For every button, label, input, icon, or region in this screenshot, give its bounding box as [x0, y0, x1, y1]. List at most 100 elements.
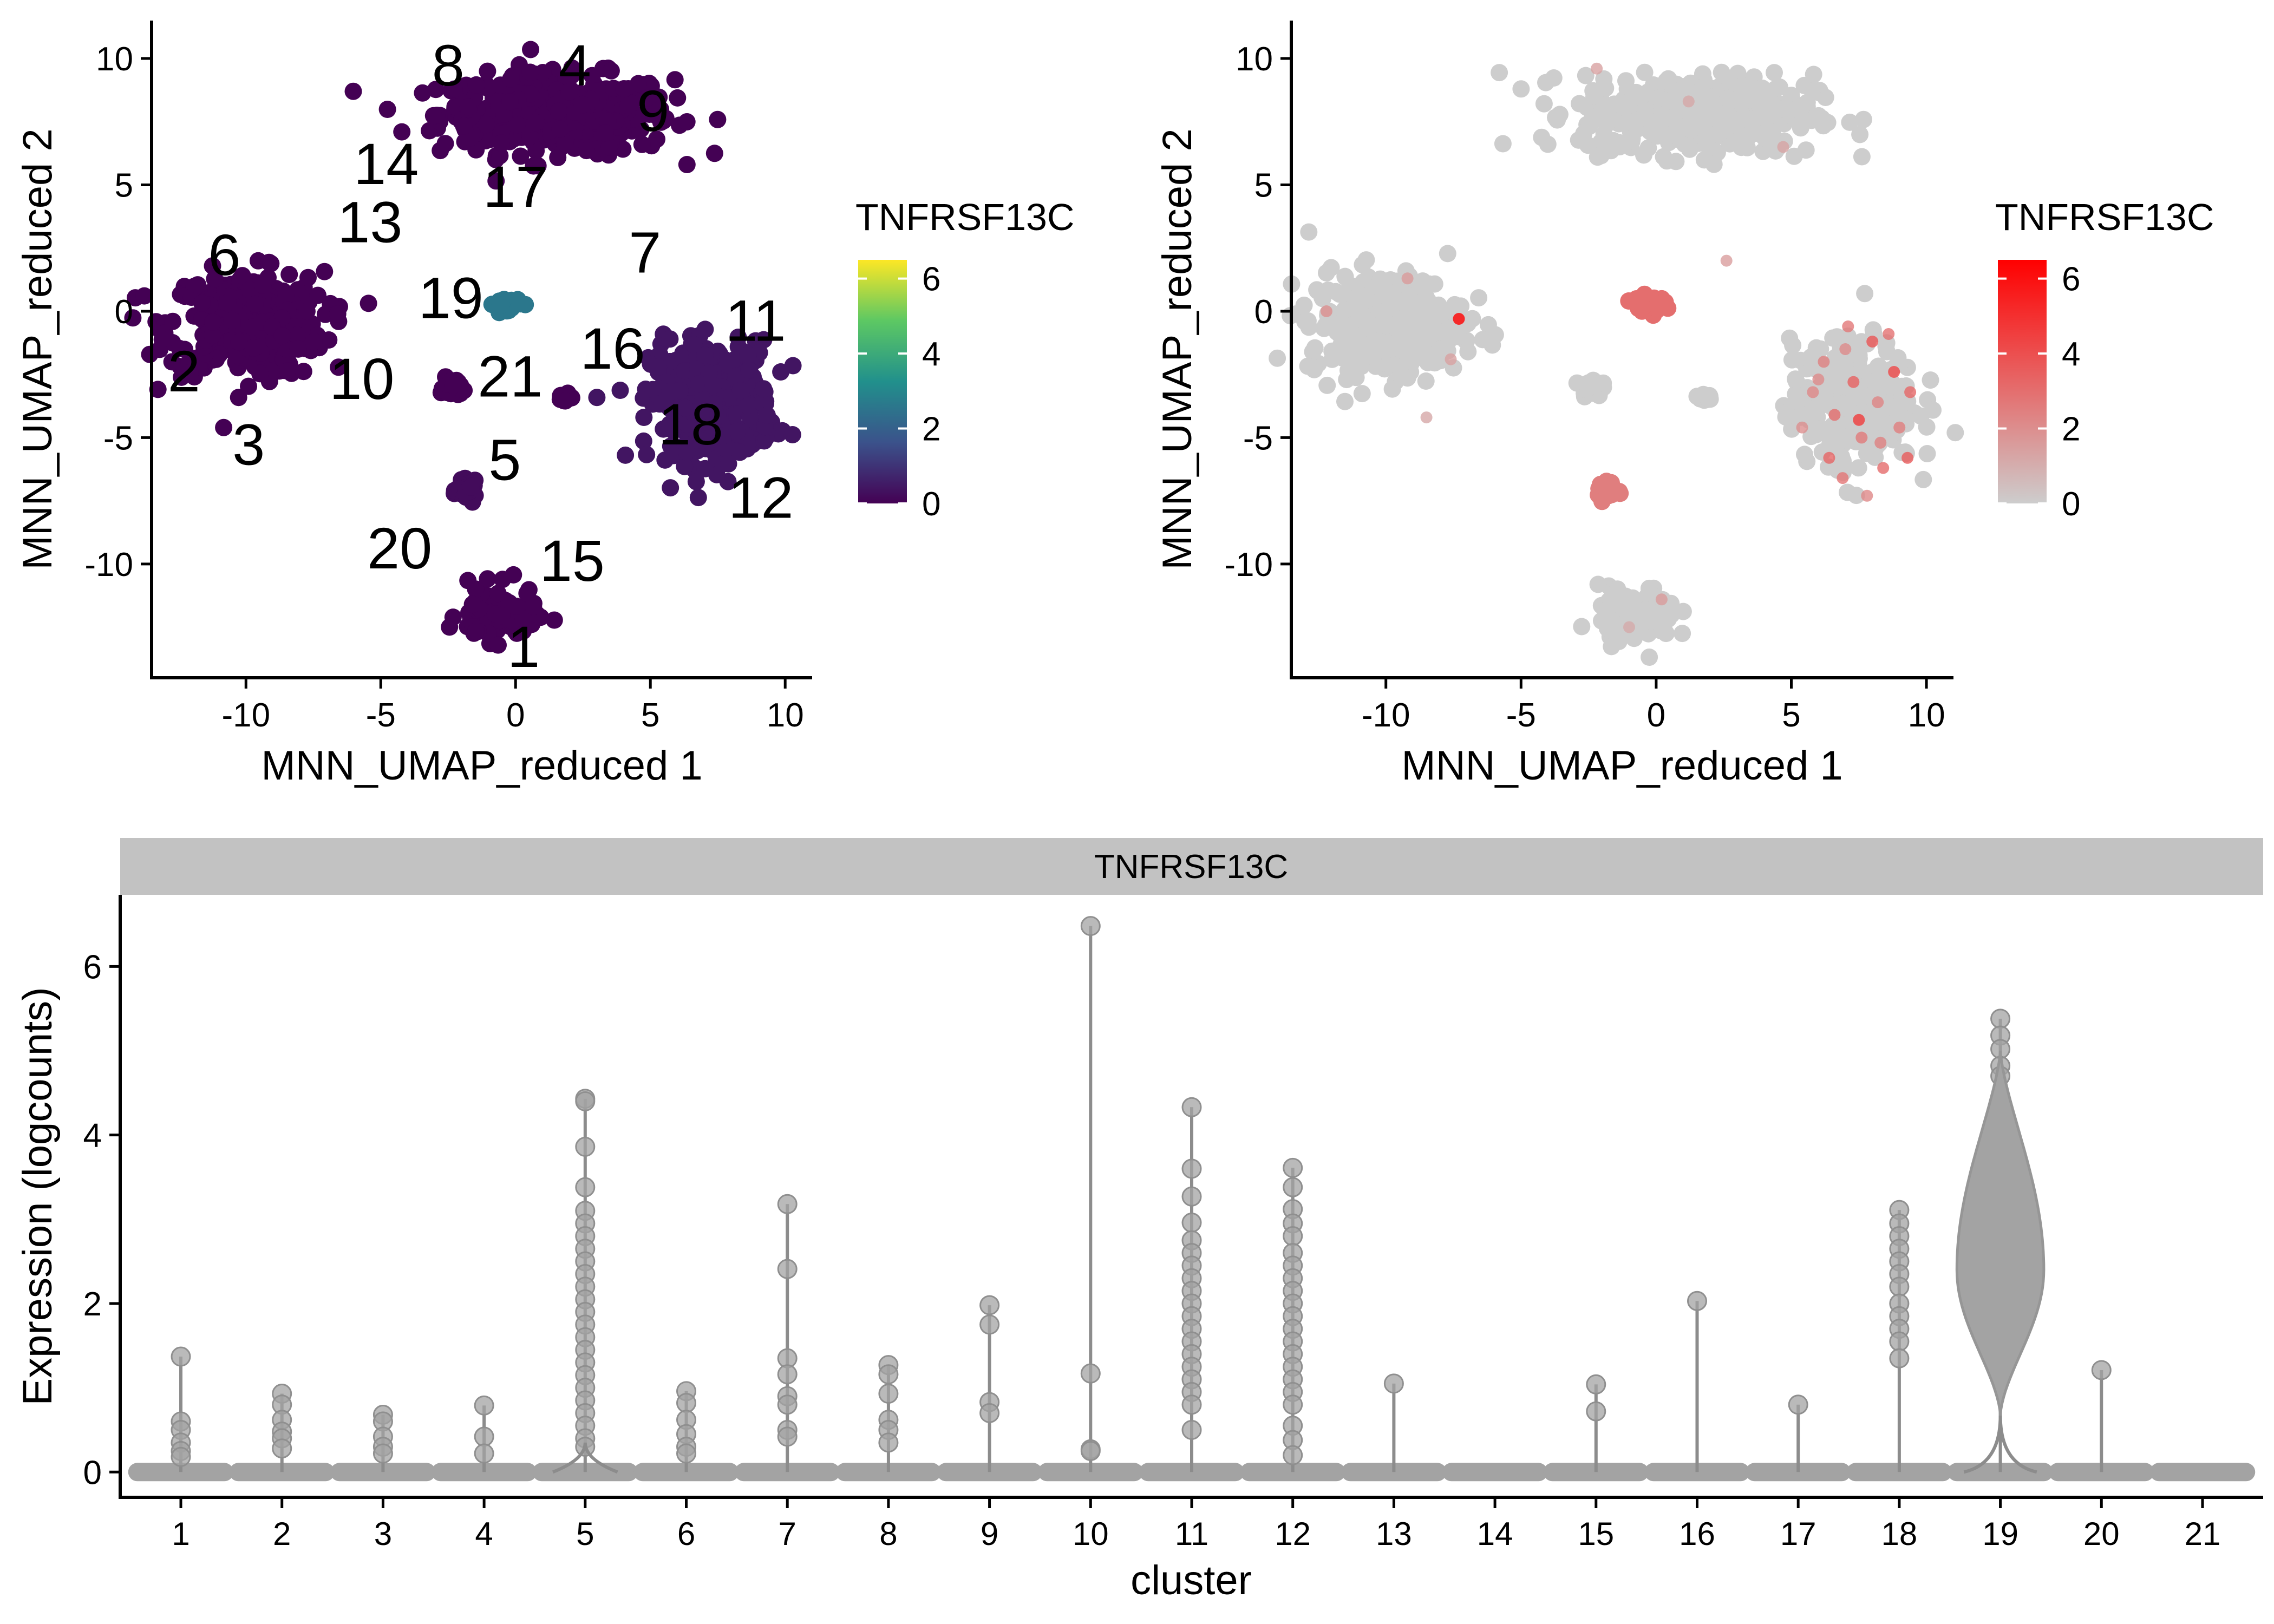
- cell-point: [1399, 369, 1416, 387]
- cell-point: [685, 336, 703, 353]
- cell-point: [135, 287, 153, 305]
- cell-point: [1650, 89, 1668, 107]
- cell-point: [1877, 337, 1895, 355]
- y-tick-label: 0: [83, 1454, 102, 1491]
- expressing-cell-point: [1866, 336, 1879, 348]
- cell-point: [1659, 70, 1677, 88]
- cluster-label: 8: [432, 32, 465, 98]
- cell-point: [141, 345, 159, 363]
- cell-point: [1850, 459, 1867, 477]
- x-tick-label: -10: [221, 697, 270, 734]
- x-tick-label: 10: [1073, 1516, 1109, 1552]
- expression-point: [1181, 1419, 1202, 1440]
- cell-point: [662, 479, 679, 497]
- cell-point: [262, 254, 280, 272]
- x-tick-label: 12: [1275, 1516, 1311, 1552]
- expression-point: [171, 1446, 191, 1467]
- expressing-cell-point: [1901, 451, 1914, 464]
- x-tick-label: 6: [677, 1516, 695, 1552]
- cell-point: [1353, 385, 1371, 403]
- expression-point: [1283, 1394, 1303, 1415]
- colorbar-tick-label: 0: [2062, 486, 2080, 523]
- cluster-label: 4: [559, 32, 591, 98]
- cell-point: [230, 389, 247, 407]
- cell-point: [644, 381, 662, 398]
- y-tick-label: -5: [1243, 420, 1273, 457]
- cell-point: [1357, 287, 1375, 305]
- cell-point: [1783, 351, 1801, 369]
- cell-point: [124, 309, 142, 327]
- cell-point: [615, 80, 633, 97]
- violins: [128, 916, 2256, 1482]
- cell-point: [329, 305, 347, 323]
- cell-point: [492, 134, 510, 152]
- cell-point: [653, 395, 671, 412]
- expression-point: [1080, 1440, 1101, 1461]
- cell-point: [233, 267, 251, 285]
- cell-point: [678, 443, 696, 461]
- cell-point: [1922, 371, 1939, 389]
- expressing-cell-point: [1682, 95, 1695, 108]
- expression-point: [1181, 1097, 1202, 1117]
- cell-point: [704, 377, 722, 394]
- cell-point: [1856, 285, 1874, 303]
- cell-point: [560, 83, 578, 101]
- cell-point: [512, 147, 530, 165]
- expression-point: [676, 1393, 697, 1413]
- cell-point: [432, 142, 449, 160]
- cell-point: [1318, 376, 1336, 394]
- y-tick-label: -10: [1224, 546, 1273, 584]
- expressing-cell-point: [1453, 313, 1465, 325]
- cluster-label: 18: [658, 391, 723, 457]
- expression-point: [474, 1443, 494, 1464]
- cell-point: [1741, 91, 1759, 109]
- cell-point: [650, 358, 668, 376]
- cell-point: [1744, 109, 1762, 127]
- cell-point: [534, 64, 552, 81]
- cell-point: [602, 62, 620, 80]
- cell-point: [1336, 268, 1354, 286]
- cell-point: [153, 331, 171, 349]
- expression-point: [1283, 1177, 1303, 1197]
- cell-point: [1600, 611, 1618, 629]
- cell-point: [204, 257, 221, 275]
- cell-point: [1870, 383, 1887, 401]
- expression-point: [878, 1384, 899, 1404]
- expression-point: [1181, 1186, 1202, 1207]
- cell-point: [662, 383, 679, 400]
- cell-point: [1632, 606, 1650, 624]
- cell-point: [424, 107, 442, 125]
- cell-point: [1636, 63, 1654, 81]
- cell-point: [1886, 377, 1904, 395]
- colorbar-tick-label: 6: [2062, 261, 2080, 298]
- cell-point: [1698, 109, 1716, 127]
- y-tick-label: 0: [1254, 293, 1273, 331]
- cell-point: [635, 409, 653, 426]
- cell-point: [1638, 587, 1656, 605]
- cell-point: [549, 149, 567, 166]
- cell-point: [1423, 316, 1441, 334]
- x-tick-label: -5: [1506, 697, 1536, 734]
- cell-point: [1620, 292, 1638, 310]
- cell-point: [1417, 372, 1435, 390]
- expressing-cell-point: [1777, 141, 1789, 153]
- cell-point: [1336, 392, 1354, 410]
- cell-point: [1816, 395, 1834, 412]
- x-tick-label: 5: [576, 1516, 594, 1552]
- umap-red-axes: -10 -5 0 5 10 -10 -5 0 5 10: [1224, 41, 1945, 734]
- cell-point: [596, 124, 614, 142]
- x-axis-title: MNN_UMAP_reduced 1: [1401, 743, 1842, 789]
- cell-point: [479, 62, 496, 80]
- cell-point: [1830, 353, 1848, 371]
- cell-point: [638, 446, 656, 463]
- cell-point: [502, 70, 520, 88]
- expression-point: [1586, 1374, 1606, 1394]
- x-tick-label: 1: [172, 1516, 190, 1552]
- y-tick-label: 5: [1254, 167, 1273, 205]
- cell-point: [189, 276, 207, 294]
- expression-point: [1283, 1445, 1303, 1465]
- cluster-label: 3: [232, 411, 265, 477]
- x-tick-label: -5: [366, 697, 396, 734]
- cell-point: [1382, 299, 1400, 317]
- cell-point: [1593, 104, 1611, 122]
